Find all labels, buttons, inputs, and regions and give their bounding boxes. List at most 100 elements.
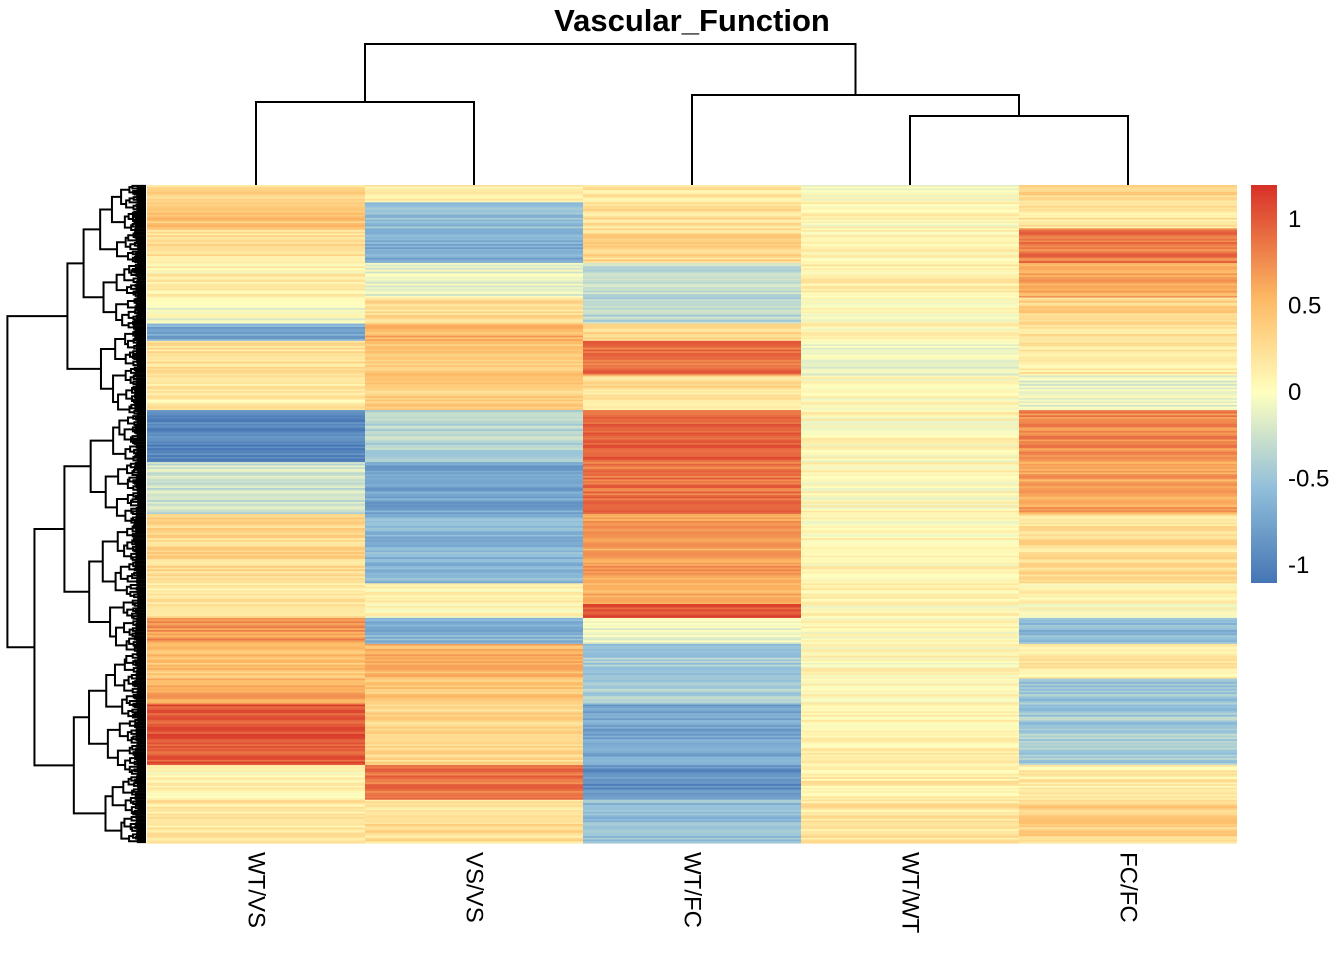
heat-cell [801, 382, 1019, 385]
dendrogram-branch [129, 822, 137, 831]
heat-cell [365, 202, 583, 205]
heat-cell [147, 578, 365, 581]
heat-cell [147, 418, 365, 422]
dendrogram-branch [133, 330, 146, 335]
heat-cell [1019, 372, 1237, 375]
heat-cell [801, 365, 1019, 368]
heat-cell [583, 830, 801, 834]
dendrogram-branch [122, 601, 133, 614]
heat-cell [583, 791, 801, 794]
heat-cell [801, 488, 1019, 491]
dendrogram-branch [136, 590, 146, 594]
heat-cell [801, 254, 1019, 257]
heat-cell [365, 531, 583, 534]
heat-cell [583, 733, 801, 737]
heat-cell [365, 796, 583, 799]
heat-cell [583, 690, 801, 693]
heat-cell [583, 548, 801, 551]
heat-cell [365, 695, 583, 699]
heat-cell [1019, 702, 1237, 706]
heat-cell [1019, 280, 1237, 283]
dendrogram-branch [133, 409, 146, 415]
heat-cell [801, 347, 1019, 351]
heat-cell [1019, 249, 1237, 252]
heat-cell [801, 804, 1019, 808]
heat-cell [147, 191, 365, 195]
heat-cell [147, 188, 365, 191]
dendrogram-branch [104, 475, 119, 509]
heat-cell [365, 548, 583, 551]
heat-cell [1019, 562, 1237, 565]
dendrogram-branch [135, 545, 146, 549]
dendrogram-branch [132, 290, 146, 296]
dendrogram-branch [133, 441, 146, 445]
heat-cell [147, 642, 365, 645]
heat-cell [583, 439, 801, 442]
heat-cell [365, 837, 583, 841]
heat-cell [365, 387, 583, 390]
heat-cell [365, 569, 583, 572]
heat-cell [147, 773, 365, 777]
heat-cell [1019, 657, 1237, 661]
heat-cell [365, 533, 583, 536]
heat-cell [365, 730, 583, 733]
heat-cell [1019, 699, 1237, 702]
heat-cell [365, 789, 583, 792]
dendrogram-branch [115, 497, 128, 517]
heat-cell [365, 249, 583, 252]
heat-cell [365, 652, 583, 655]
heat-cell [583, 489, 801, 493]
heat-cell [801, 642, 1019, 645]
heat-cell [583, 387, 801, 390]
heat-cell [1019, 190, 1237, 193]
heat-cell [147, 661, 365, 664]
heat-cell [365, 815, 583, 818]
heat-cell [365, 368, 583, 371]
heat-cell [147, 794, 365, 797]
heat-cell [365, 508, 583, 512]
heat-cell [147, 527, 365, 531]
heat-cell [365, 231, 583, 235]
heat-cell [801, 650, 1019, 654]
heat-cell [365, 626, 583, 629]
dendrogram-branch [134, 235, 146, 239]
heat-cell [365, 707, 583, 711]
heat-cell [147, 531, 365, 534]
dendrogram-branch [135, 203, 146, 208]
heat-cell [583, 765, 801, 768]
heat-cell [147, 444, 365, 448]
heat-cell [1019, 396, 1237, 399]
heat-cell [147, 456, 365, 460]
heat-cell [365, 377, 583, 380]
heat-cell [801, 262, 1019, 266]
dendrogram-branch [133, 394, 146, 399]
dendrogram-branch [136, 448, 146, 452]
heat-cell [147, 491, 365, 494]
dendrogram-branch [101, 540, 118, 583]
heat-cell [801, 320, 1019, 323]
dendrogram-branch [136, 579, 146, 584]
heat-cell [801, 720, 1019, 723]
heat-cell [365, 472, 583, 475]
heat-cell [365, 687, 583, 690]
heat-cell [1019, 773, 1237, 777]
heat-cell [583, 730, 801, 733]
dendrogram-branch [135, 287, 146, 291]
heat-cell [365, 721, 583, 725]
heat-cell [1019, 806, 1237, 809]
dendrogram-branch [135, 515, 146, 520]
dendrogram-branch [137, 783, 146, 788]
heat-cell [1019, 515, 1237, 519]
heat-cell [365, 797, 583, 801]
heat-cell [801, 834, 1019, 837]
heat-cell [801, 694, 1019, 697]
heat-cell [801, 763, 1019, 766]
heat-cell [583, 602, 801, 605]
heat-cell [147, 538, 365, 541]
heat-cell [1019, 479, 1237, 482]
heat-cell [801, 529, 1019, 532]
dendrogram-branch [135, 586, 146, 591]
heat-cell [365, 749, 583, 752]
dendrogram-branch [134, 494, 146, 499]
heat-cell [365, 546, 583, 550]
